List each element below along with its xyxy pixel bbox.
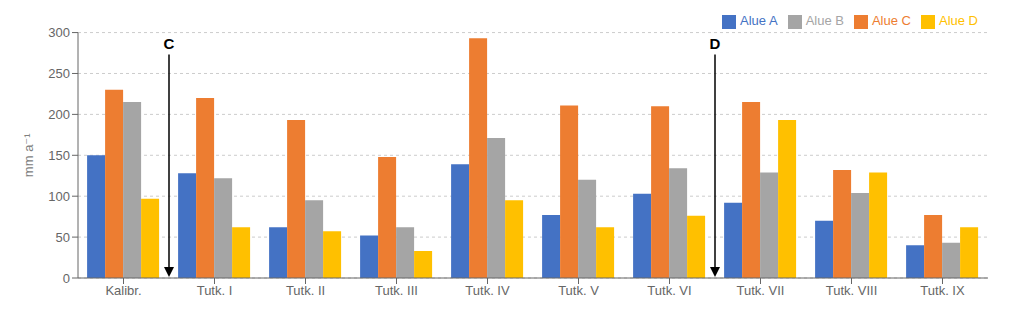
svg-text:Kalibr.: Kalibr.	[105, 283, 141, 298]
svg-text:Tutk. V: Tutk. V	[558, 283, 599, 298]
svg-text:Tutk. IV: Tutk. IV	[465, 283, 510, 298]
html-text:Alue A: Alue A	[740, 13, 778, 28]
svg-text:D: D	[710, 35, 721, 52]
svg-text:250: 250	[48, 66, 70, 81]
html-text:Alue C: Alue C	[871, 13, 911, 28]
html-text:Alue B: Alue B	[805, 13, 844, 28]
svg-text:200: 200	[48, 107, 70, 122]
svg-text:Tutk. VIII: Tutk. VIII	[826, 283, 878, 298]
svg-text:0: 0	[63, 271, 70, 286]
svg-text:mm a⁻¹: mm a⁻¹	[21, 133, 36, 177]
svg-text:Tutk. II: Tutk. II	[286, 283, 325, 298]
svg-text:Tutk. VI: Tutk. VI	[647, 283, 691, 298]
svg-text:Tutk. I: Tutk. I	[197, 283, 233, 298]
svg-text:150: 150	[48, 148, 70, 163]
svg-text:300: 300	[48, 25, 70, 40]
html-text:Alue D: Alue D	[939, 13, 978, 28]
svg-text:C: C	[164, 35, 175, 52]
svg-text:Tutk. IX: Tutk. IX	[920, 283, 965, 298]
svg-text:Tutk. VII: Tutk. VII	[737, 283, 785, 298]
svg-text:Tutk. III: Tutk. III	[375, 283, 418, 298]
svg-text:100: 100	[48, 189, 70, 204]
svg-text:50: 50	[56, 230, 70, 245]
